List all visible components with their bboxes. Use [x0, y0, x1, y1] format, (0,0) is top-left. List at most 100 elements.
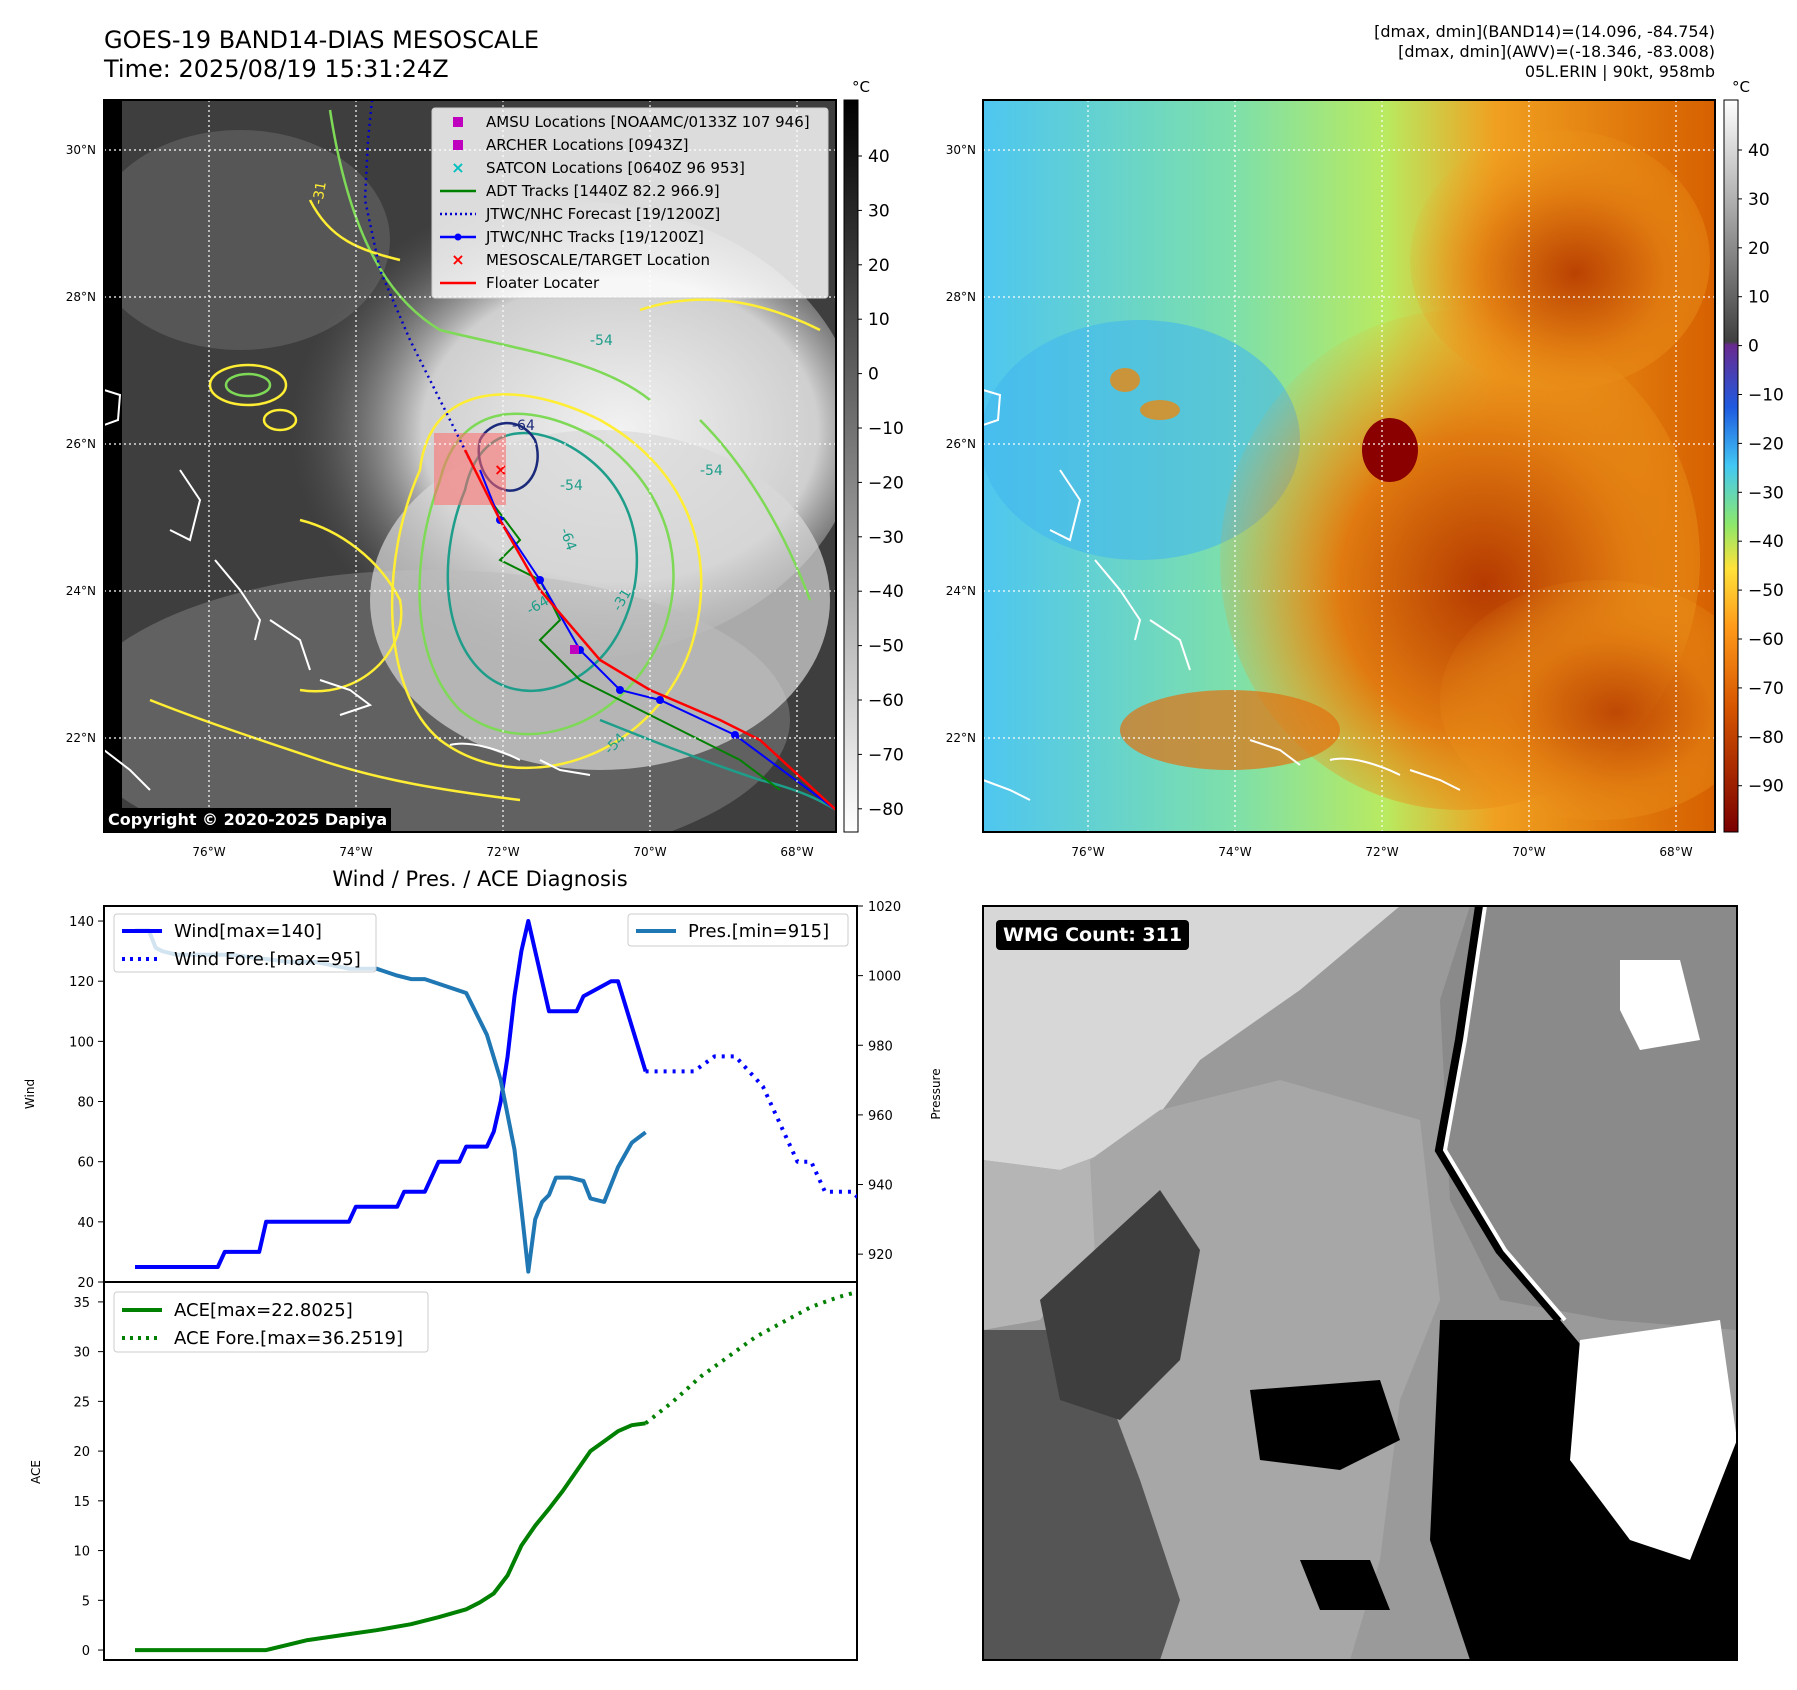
ace-fore-legend-label: ACE Fore.[max=36.2519] — [174, 1328, 403, 1349]
legend-label: MESOSCALE/TARGET Location — [486, 251, 710, 269]
legend-item: × MESOSCALE/TARGET Location — [451, 250, 710, 269]
wmg-panel — [982, 905, 1738, 1661]
wind-series-line — [135, 919, 648, 1269]
pressure-tick-label: 940 — [868, 1179, 893, 1194]
ace-tick-label: 25 — [73, 1395, 90, 1410]
lat-label: 30°N — [66, 143, 96, 157]
wind-forecast-series-line — [645, 1054, 857, 1200]
colorbar-tick-label: −20 — [1748, 434, 1784, 454]
colorbar-tick-label: 30 — [868, 201, 890, 221]
dias-map-lat-labels: 30°N 28°N 26°N 24°N 22°N — [946, 143, 976, 745]
contour-label: -31 — [310, 180, 330, 205]
lon-label: 74°W — [1218, 845, 1251, 859]
colorbar-tick-label: −60 — [868, 691, 904, 711]
contour-label: -54 — [560, 478, 583, 494]
archer-marker — [570, 645, 579, 654]
lat-label: 24°N — [66, 584, 96, 598]
diagnosis-title: Wind / Pres. / ACE Diagnosis — [332, 867, 627, 891]
storm-eye-region — [1362, 418, 1418, 482]
wind-axis-label: Wind — [23, 1079, 37, 1109]
colorbar-tick-label: −40 — [1748, 532, 1784, 552]
copyright-badge: Copyright © 2020-2025 Dapiya — [104, 808, 392, 831]
lat-label: 30°N — [946, 143, 976, 157]
colorbar-tick-label: 20 — [1748, 239, 1770, 259]
ace-tick-label: 35 — [73, 1296, 90, 1311]
pressure-tick-label: 1020 — [868, 900, 901, 915]
colorbar-tick-label: 40 — [1748, 141, 1770, 161]
info-line-2: [dmax, dmin](AWV)=(-18.346, -83.008) — [1398, 42, 1715, 61]
colorbar-tick-label: −20 — [868, 473, 904, 493]
contour-label: -64 — [556, 526, 579, 553]
colorbar-tick-label: −80 — [1748, 728, 1784, 748]
ace-tick-label: 5 — [82, 1594, 90, 1609]
info-line-1: [dmax, dmin](BAND14)=(14.096, -84.754) — [1374, 22, 1715, 41]
legend-marker — [453, 140, 463, 150]
colorbar-tick-label: −30 — [1748, 483, 1784, 503]
lon-label: 68°W — [1659, 845, 1692, 859]
figure-info: [dmax, dmin](BAND14)=(14.096, -84.754) [… — [1374, 22, 1715, 82]
lon-label: 68°W — [780, 845, 813, 859]
lat-label: 28°N — [946, 290, 976, 304]
target-marker: × — [494, 460, 507, 479]
colorbar-tick-label: 20 — [868, 256, 890, 276]
wind-legend-label: Wind[max=140] — [174, 921, 322, 942]
legend-item: JTWC/NHC Forecast [19/1200Z] — [440, 205, 720, 223]
pressure-axis-label: Pressure — [929, 1068, 943, 1119]
legend-label: SATCON Locations [0640Z 96 953] — [486, 159, 745, 177]
title-line-1: GOES-19 BAND14-DIAS MESOSCALE — [104, 26, 540, 54]
lon-label: 72°W — [486, 845, 519, 859]
legend-label: AMSU Locations [NOAAMC/0133Z 107 946] — [486, 113, 810, 131]
dias-map-lon-labels: 76°W 74°W 72°W 70°W 68°W — [1071, 845, 1692, 859]
legend-item: JTWC/NHC Tracks [19/1200Z] — [440, 228, 704, 246]
lat-label: 26°N — [946, 437, 976, 451]
ace-tick-label: 30 — [73, 1346, 90, 1361]
contour-label: -54 — [590, 333, 613, 349]
ir-map-frame — [103, 99, 837, 833]
pressure-tick-label: 980 — [868, 1039, 893, 1054]
colorbar-tick-label: −50 — [868, 637, 904, 657]
wind-pressure-chart: Wind / Pres. / ACE Diagnosis Wind Pressu… — [23, 867, 943, 1291]
ir-colorbar-unit: °C — [852, 78, 870, 96]
contour-labels: -31 -54 -64 -54 -64 -54 -31 -64 -54 — [310, 180, 723, 757]
wind-tick-label: 40 — [77, 1216, 94, 1231]
wmg-count-badge: WMG Count: 311 — [996, 920, 1190, 950]
dias-map-panel: 30°N 28°N 26°N 24°N 22°N 76°W 74°W 72°W … — [946, 78, 1784, 859]
legend-marker: × — [451, 158, 464, 177]
ir-map-panel: × -31 -54 -64 -54 -64 -54 -31 -64 -54 — [66, 78, 904, 859]
pressure-tick-label: 960 — [868, 1109, 893, 1124]
ace-tick-label: 20 — [73, 1445, 90, 1460]
lon-label: 72°W — [1365, 845, 1398, 859]
colorbar-tick-label: 0 — [1748, 337, 1759, 357]
lat-label: 22°N — [66, 731, 96, 745]
dias-colorbar-unit: °C — [1732, 78, 1750, 96]
pressure-legend: Pres.[min=915] — [627, 913, 849, 947]
floater-box — [434, 433, 506, 505]
legend-label: ADT Tracks [1440Z 82.2 966.9] — [486, 182, 720, 200]
colorbar-tick-label: 40 — [868, 147, 890, 167]
ir-map-lon-labels: 76°W 74°W 72°W 70°W 68°W — [192, 845, 813, 859]
wind-tick-label: 60 — [77, 1156, 94, 1171]
ace-tick-label: 10 — [73, 1545, 90, 1560]
lon-label: 74°W — [339, 845, 372, 859]
colorbar-tick-label: −80 — [868, 800, 904, 820]
wind-tick-label: 80 — [77, 1096, 94, 1111]
floater-locater-track — [463, 449, 836, 811]
ace-chart: ACE 0 5 10 15 20 25 30 35 ACE[max=22.8025] ACE … — [29, 1281, 858, 1661]
wind-tick-label: 120 — [69, 975, 94, 990]
ace-axis-label: ACE — [29, 1460, 43, 1484]
lat-label: 28°N — [66, 290, 96, 304]
ace-tick-label: 15 — [73, 1495, 90, 1510]
title-line-2: Time: 2025/08/19 15:31:24Z — [104, 55, 449, 83]
lon-label: 76°W — [192, 845, 225, 859]
ace-legend-label: ACE[max=22.8025] — [174, 1300, 353, 1321]
wind-legend: Wind[max=140] Wind Fore.[max=95] — [113, 913, 377, 973]
legend-item: × SATCON Locations [0640Z 96 953] — [451, 158, 745, 177]
wind-tick-label: 140 — [69, 915, 94, 930]
figure-title: GOES-19 BAND14-DIAS MESOSCALE Time: 2025… — [104, 26, 539, 84]
lon-label: 76°W — [1071, 845, 1104, 859]
dias-colorbar: °C 40 30 20 10 0 −10 −20 −30 −40 −50 −60 −70 −80 −90 — [1723, 78, 1784, 833]
ace-series-line — [135, 1421, 646, 1653]
pressure-tick-label: 920 — [868, 1248, 893, 1263]
lon-label: 70°W — [1512, 845, 1545, 859]
